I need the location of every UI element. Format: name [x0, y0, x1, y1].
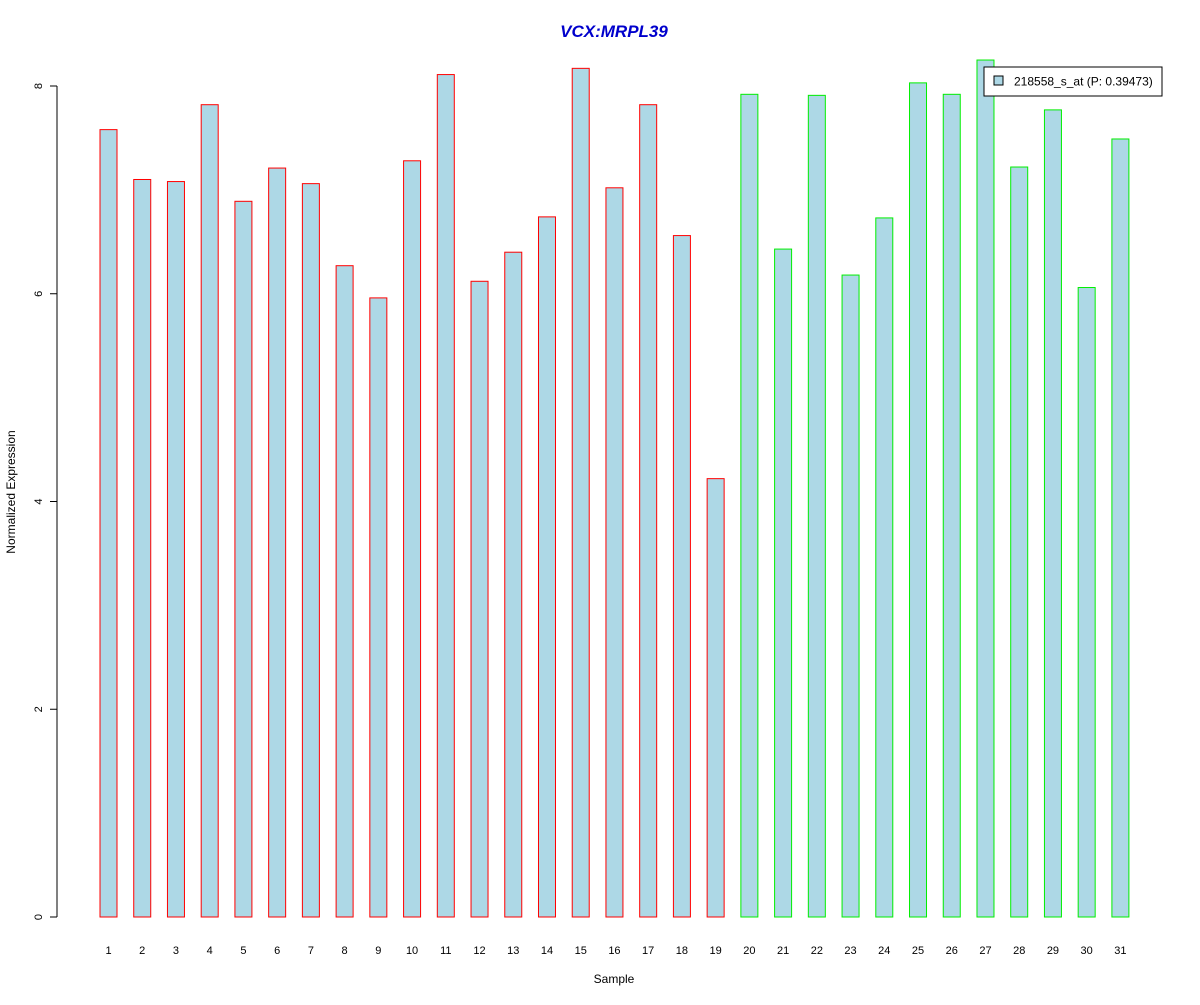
x-tick-label: 1: [105, 945, 111, 957]
bar-sample-6: [268, 167, 287, 918]
y-axis-title: Normalized Expression: [4, 430, 18, 553]
x-tick-label: 13: [507, 945, 519, 957]
x-tick-label: 24: [878, 945, 890, 957]
bar-sample-11: [436, 74, 455, 918]
bar-sample-21: [774, 248, 793, 918]
bar-sample-24: [875, 217, 894, 918]
bar-sample-18: [672, 235, 691, 918]
x-tick-label: 8: [342, 945, 348, 957]
bar-sample-13: [504, 251, 523, 918]
legend-box: [983, 66, 1163, 97]
x-tick-label: 5: [240, 945, 246, 957]
x-tick-label: 22: [811, 945, 823, 957]
x-tick-label: 2: [139, 945, 145, 957]
x-tick-label: 29: [1047, 945, 1059, 957]
bar-sample-17: [639, 104, 658, 918]
y-tick-label: 2: [33, 706, 45, 712]
bar-sample-15: [571, 67, 590, 918]
bar-sample-23: [841, 274, 860, 918]
y-tick-label: 6: [33, 291, 45, 297]
bars-group: [99, 59, 1130, 918]
x-tick-label: 11: [440, 945, 451, 957]
y-axis: 0 2 4 6 8: [33, 83, 58, 920]
bar-sample-14: [537, 216, 556, 918]
x-tick-label: 17: [642, 945, 654, 957]
bar-sample-22: [807, 94, 826, 918]
bar-sample-19: [706, 478, 725, 918]
x-tick-label: 31: [1114, 945, 1126, 957]
bar-sample-30: [1077, 287, 1096, 918]
legend-label: 218558_s_at (P: 0.39473): [1014, 75, 1153, 89]
x-tick-label: 3: [173, 945, 179, 957]
bar-sample-27: [976, 59, 995, 918]
bar-sample-26: [942, 93, 961, 918]
x-tick-label: 14: [541, 945, 553, 957]
x-tick-label: 16: [608, 945, 620, 957]
x-tick-label: 12: [473, 945, 485, 957]
x-axis-title: Sample: [594, 972, 635, 986]
y-tick-label: 8: [33, 83, 45, 89]
x-tick-label: 20: [743, 945, 755, 957]
bar-sample-16: [605, 187, 624, 918]
bar-sample-7: [301, 183, 320, 918]
chart-title: VCX:MRPL39: [560, 22, 668, 41]
x-tick-label: 9: [375, 945, 381, 957]
x-tick-label: 21: [777, 945, 789, 957]
bar-sample-31: [1111, 138, 1130, 918]
x-tick-label: 18: [676, 945, 688, 957]
bar-sample-4: [200, 104, 219, 918]
bar-sample-1: [99, 129, 118, 918]
x-tick-label: 15: [575, 945, 587, 957]
legend-swatch: [993, 75, 1004, 86]
bar-sample-12: [470, 280, 489, 918]
x-tick-label: 23: [844, 945, 856, 957]
x-axis-labels: 1 2 3 4 5 6 7 8 9 10 11 12 13 14 15 16 17 18 19 20 21 22 23 24 2…: [105, 945, 1126, 957]
x-tick-label: 30: [1081, 945, 1093, 957]
bar-sample-9: [369, 297, 388, 918]
bar-sample-28: [1010, 166, 1029, 918]
x-tick-label: 4: [207, 945, 213, 957]
x-tick-label: 26: [946, 945, 958, 957]
bar-sample-10: [403, 160, 422, 918]
x-tick-label: 6: [274, 945, 280, 957]
x-tick-label: 10: [406, 945, 418, 957]
bar-sample-8: [335, 265, 354, 918]
bar-sample-20: [740, 93, 759, 918]
x-tick-label: 27: [979, 945, 991, 957]
y-tick-label: 0: [33, 914, 45, 920]
x-tick-label: 25: [912, 945, 924, 957]
bar-sample-25: [909, 82, 928, 918]
bar-sample-2: [133, 178, 152, 918]
bar-sample-29: [1043, 109, 1062, 918]
legend: 218558_s_at (P: 0.39473): [983, 66, 1163, 97]
y-tick-label: 4: [33, 498, 45, 504]
bar-sample-3: [166, 181, 185, 918]
x-tick-label: 7: [308, 945, 314, 957]
x-tick-label: 19: [710, 945, 722, 957]
bar-sample-5: [234, 200, 253, 918]
x-tick-label: 28: [1013, 945, 1025, 957]
